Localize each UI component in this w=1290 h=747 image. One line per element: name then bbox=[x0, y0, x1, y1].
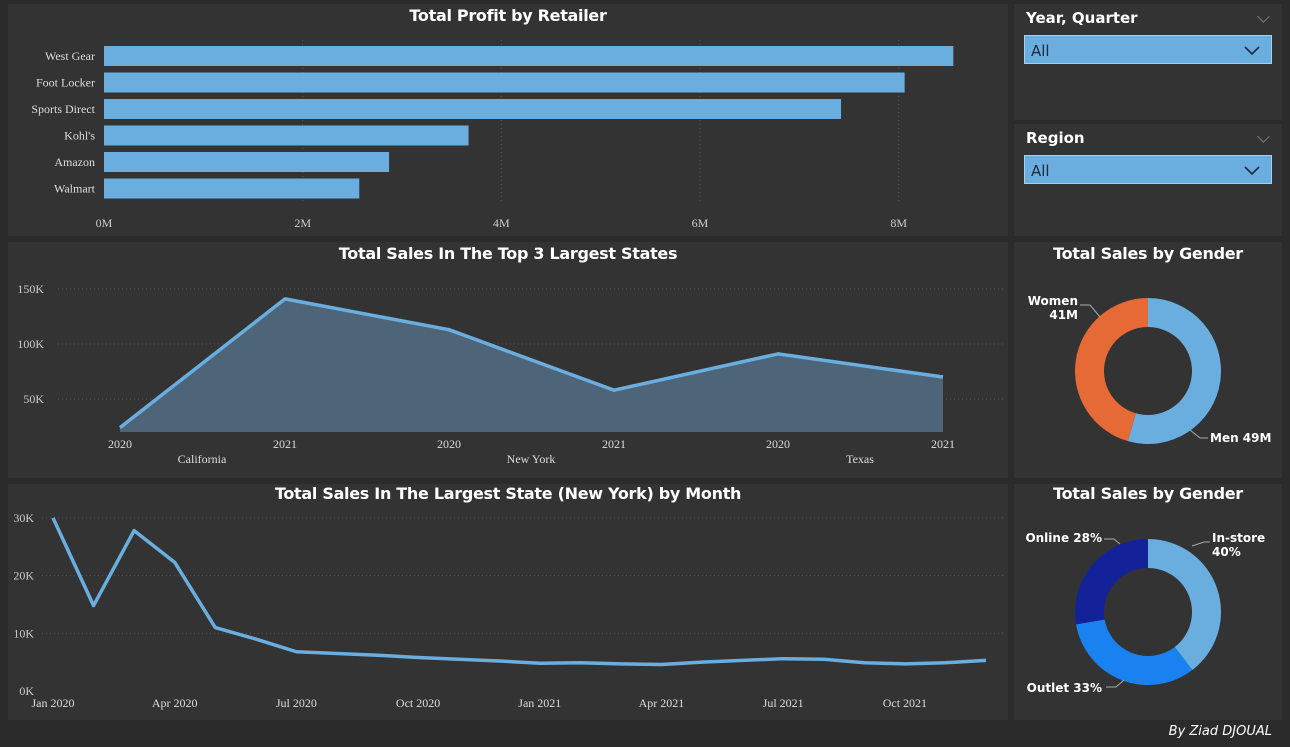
region-dropdown[interactable]: All bbox=[1024, 155, 1272, 184]
states-panel: Total Sales In The Top 3 Largest States … bbox=[8, 242, 1008, 478]
bar bbox=[104, 178, 360, 199]
collapse-chevron-icon[interactable] bbox=[1257, 10, 1270, 23]
chart-title: Total Profit by Retailer bbox=[409, 6, 607, 25]
gender-donut-chart: Women 41M Men 49M bbox=[1028, 294, 1272, 445]
category-label: Kohl's bbox=[64, 129, 95, 143]
year-quarter-dropdown[interactable]: All bbox=[1024, 35, 1272, 64]
x-tick-label: 2020 bbox=[766, 437, 790, 451]
category-label: Amazon bbox=[54, 155, 95, 169]
gender-panel: Total Sales by Gender Women 41M Men 49M bbox=[1014, 242, 1282, 478]
collapse-chevron-icon[interactable] bbox=[1257, 130, 1270, 143]
donut-slice bbox=[1076, 619, 1193, 685]
months-line-chart: 0K 10K 20K 30K Jan 2020 Apr 2020 Jul 2020 Oct 2… bbox=[13, 511, 1003, 710]
y-tick-label: 150K bbox=[17, 282, 44, 296]
y-tick-label: 30K bbox=[13, 511, 34, 525]
data-label: Outlet 33% bbox=[1027, 681, 1102, 695]
x-tick-label: 2M bbox=[294, 216, 311, 230]
data-label: In-store 40% bbox=[1212, 531, 1265, 559]
donut-slice bbox=[1075, 539, 1148, 625]
data-label: Women 41M bbox=[1028, 294, 1078, 322]
leader-line bbox=[1104, 538, 1121, 545]
region-slicer: Region All bbox=[1014, 124, 1282, 236]
profit-panel: Total Profit by Retailer 0M 2M 4M 6M 8M West … bbox=[8, 4, 1008, 236]
y-tick-label: 0K bbox=[19, 684, 34, 698]
bar bbox=[104, 99, 842, 119]
chart-title: Total Sales In The Top 3 Largest States bbox=[338, 244, 678, 263]
dropdown-value: All bbox=[1031, 162, 1050, 180]
donut-slice bbox=[1075, 298, 1148, 442]
x-group-label: New York bbox=[507, 452, 556, 466]
year-quarter-slicer: Year, Quarter All bbox=[1014, 4, 1282, 120]
data-label: Men 49M bbox=[1210, 431, 1271, 445]
series-line bbox=[51, 517, 987, 667]
category-label: Foot Locker bbox=[36, 76, 95, 90]
x-tick-label: 4M bbox=[493, 216, 510, 230]
data-label: Online 28% bbox=[1025, 531, 1102, 545]
bar bbox=[104, 72, 905, 93]
channel-panel: Total Sales by Gender In-store 40% Online … bbox=[1014, 484, 1282, 720]
y-tick-label: 20K bbox=[13, 569, 34, 583]
area-fill bbox=[120, 298, 943, 432]
bar bbox=[104, 46, 954, 66]
leader-line bbox=[1106, 679, 1125, 688]
donut-slice bbox=[1148, 539, 1221, 670]
x-tick-label: 8M bbox=[890, 216, 907, 230]
x-tick-label: Jul 2020 bbox=[276, 696, 317, 710]
slicer-title: Region bbox=[1026, 129, 1085, 147]
x-tick-label: 2020 bbox=[108, 437, 132, 451]
x-tick-label: 0M bbox=[96, 216, 113, 230]
x-tick-label: Jan 2020 bbox=[32, 696, 75, 710]
x-tick-label: Apr 2020 bbox=[152, 696, 198, 710]
series-line bbox=[118, 297, 944, 429]
category-label: Walmart bbox=[54, 182, 96, 196]
bar bbox=[104, 152, 390, 172]
x-tick-label: Jan 2021 bbox=[518, 696, 561, 710]
states-area-chart: 50K 100K 150K 2020 2021 2020 2021 2020 2021 Calif… bbox=[17, 282, 1003, 466]
x-tick-label: 2020 bbox=[437, 437, 461, 451]
leader-line bbox=[1080, 304, 1101, 318]
category-label: West Gear bbox=[45, 49, 95, 63]
author-credit: By Ziad DJOUAL bbox=[1168, 724, 1272, 739]
category-label: Sports Direct bbox=[31, 102, 95, 116]
x-tick-label: 6M bbox=[692, 216, 709, 230]
x-tick-label: Oct 2020 bbox=[396, 696, 440, 710]
x-tick-label: 2021 bbox=[273, 437, 297, 451]
x-tick-label: 2021 bbox=[602, 437, 626, 451]
profit-bar-chart: 0M 2M 4M 6M 8M West Gear Foot Locker Sports Dir… bbox=[31, 40, 954, 230]
chart-title: Total Sales In The Largest State (New Yo… bbox=[274, 484, 742, 503]
x-group-label: California bbox=[178, 452, 227, 466]
x-tick-label: 2021 bbox=[931, 437, 955, 451]
y-tick-label: 50K bbox=[23, 392, 44, 406]
dropdown-value: All bbox=[1031, 42, 1050, 60]
x-group-label: Texas bbox=[846, 452, 874, 466]
donut-slice bbox=[1127, 298, 1221, 444]
x-tick-label: Jul 2021 bbox=[763, 696, 804, 710]
chart-title: Total Sales by Gender bbox=[1053, 484, 1243, 503]
y-tick-label: 10K bbox=[13, 626, 34, 640]
bar bbox=[104, 125, 469, 146]
channel-donut-chart: In-store 40% Online 28% Outlet 33% bbox=[1025, 531, 1265, 695]
x-tick-label: Apr 2021 bbox=[639, 696, 685, 710]
chevron-down-icon bbox=[1244, 166, 1260, 176]
x-tick-label: Oct 2021 bbox=[883, 696, 927, 710]
leader-line bbox=[1189, 429, 1208, 439]
chevron-down-icon bbox=[1244, 46, 1260, 56]
y-tick-label: 100K bbox=[17, 337, 44, 351]
leader-line bbox=[1191, 541, 1210, 547]
chart-title: Total Sales by Gender bbox=[1053, 244, 1243, 263]
months-panel: Total Sales In The Largest State (New Yo… bbox=[8, 484, 1008, 720]
slicer-title: Year, Quarter bbox=[1026, 9, 1138, 27]
